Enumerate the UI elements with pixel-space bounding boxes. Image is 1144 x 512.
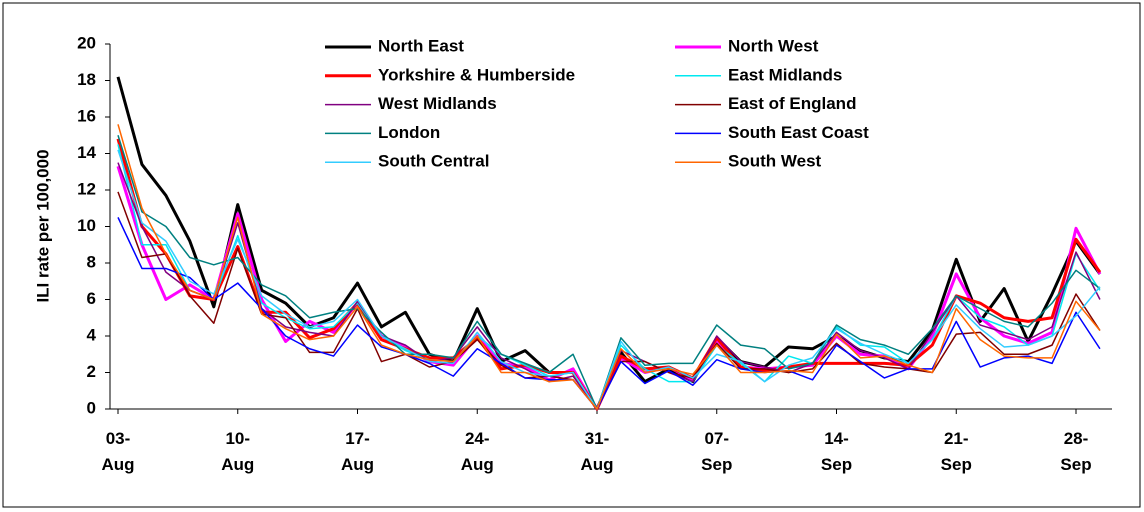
legend-label: South West (728, 152, 822, 171)
x-tick-label: 03-Aug (101, 429, 135, 474)
series-line (116, 138, 1102, 411)
legend-label: East Midlands (728, 65, 842, 84)
x-tick-label: 28-Sep (1060, 429, 1092, 474)
legend-label: South Central (378, 152, 489, 171)
y-tick-label: 2 (87, 362, 96, 381)
y-tick-label: 14 (77, 143, 96, 162)
legend-label: East of England (728, 94, 856, 113)
y-tick-label: 0 (87, 398, 96, 417)
y-tick-label: 18 (77, 70, 96, 89)
legend-label: North West (728, 36, 819, 55)
x-tick-label: 31-Aug (580, 429, 614, 474)
x-tick-label: 21-Sep (940, 429, 972, 474)
x-tick-label: 17-Aug (340, 429, 375, 474)
y-tick-label: 4 (87, 325, 97, 344)
legend-label: Yorkshire & Humberside (378, 65, 575, 84)
y-axis-title: ILI rate per 100,000 (33, 149, 52, 302)
y-tick-label: 20 (77, 33, 96, 52)
y-tick-label: 8 (87, 252, 96, 271)
legend-label: South East Coast (728, 123, 869, 142)
series-line (117, 124, 1101, 410)
x-tick-label: 10-Aug (221, 429, 255, 474)
y-tick-label: 10 (77, 216, 96, 235)
legend-label: West Midlands (378, 94, 497, 113)
series-line (117, 149, 1101, 410)
x-tick-label: 14-Sep (820, 429, 853, 474)
y-tick-label: 16 (77, 106, 96, 125)
x-tick-label: 24-Aug (460, 429, 494, 474)
x-tick-label: 07-Sep (701, 429, 733, 474)
y-tick-label: 6 (87, 289, 96, 308)
legend-label: North East (378, 36, 464, 55)
legend-label: London (378, 123, 440, 142)
y-tick-label: 12 (77, 179, 96, 198)
